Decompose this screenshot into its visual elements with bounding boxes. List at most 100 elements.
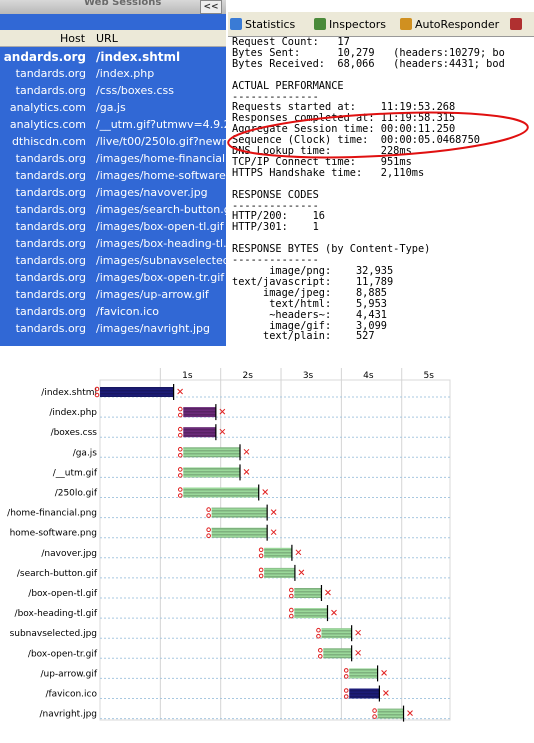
timeline-frame [99,379,451,721]
stat-line: text/html: 5,953 [232,297,387,310]
bar-stripes [183,467,240,478]
stat-line: HTTP/301: 1 [232,221,319,234]
start-marker [343,694,349,699]
close-marker [331,609,337,616]
session-row[interactable]: analytics.com /__utm.gif?utmwv=4.9.2& [0,118,226,135]
start-marker [316,633,321,639]
session-url: /live/t00/250lo.gif?newr [96,135,226,148]
stat-line: -------------- [232,254,319,267]
row-label: /search-button.gif [17,569,98,579]
x-tick-label: 3s [303,371,314,381]
bar-stripes [211,507,268,518]
inspector-panel: Statistics Inspectors AutoResponder Reques… [228,0,534,346]
session-row[interactable]: tandards.org/images/search-button.gif [0,203,226,220]
stat-line: -------------- [232,199,319,212]
stat-line: RESPONSE CODES [232,188,319,201]
close-marker [325,589,331,596]
x-tick-label: 4s [363,371,374,381]
bar-stripes [183,407,216,418]
start-marker [94,386,100,392]
session-url: /images/search-button.gif [96,203,226,216]
collapse-button[interactable]: << [200,0,222,14]
session-host: tandards.org [15,203,86,216]
session-row[interactable]: tandards.org/favicon.ico [0,305,226,322]
session-host: tandards.org [15,152,86,165]
session-host: tandards.org [15,237,86,250]
row-label: subnavselected.jpg [10,629,97,639]
close-marker [298,569,305,576]
session-row[interactable]: tandards.org/images/box-open-tr.gif [0,271,226,288]
stat-line: image/jpeg: 8,885 [232,286,387,299]
row-label: /navover.jpg [41,549,97,559]
stat-line: -------------- [232,90,319,103]
stat-line: image/png: 32,935 [232,264,394,277]
start-marker [177,487,183,492]
row-label: /box-open-tr.gif [28,649,98,659]
panel-title: Web Sessions [84,0,162,8]
stat-line: Request Count: 17 [232,36,350,48]
session-row[interactable]: tandards.org/images/home-software.pn [0,169,226,186]
row-label: home-software.png [10,529,97,539]
start-marker [94,392,100,398]
tab[interactable]: AutoResponder [400,18,499,31]
session-row[interactable]: tandards.org/images/navright.jpg [0,322,226,339]
session-url: /__utm.gif?utmwv=4.9.2& [96,118,226,131]
tab-strip: Statistics Inspectors AutoResponder [228,12,534,37]
session-row[interactable]: dthiscdn.com/live/t00/250lo.gif?newr [0,135,226,152]
session-url: /images/box-open-tr.gif [96,271,225,284]
session-host: tandards.org [15,305,86,318]
column-host[interactable]: Host [60,32,86,45]
session-host: andards.org [3,50,86,64]
close-marker [177,388,183,395]
close-marker [383,690,389,696]
start-marker [372,714,377,719]
tab[interactable]: Statistics [230,18,295,31]
bar-stripes [323,648,352,659]
start-marker [177,493,183,498]
row-label: /index.php [49,408,97,418]
bar-stripes [349,688,380,699]
start-marker [177,412,183,418]
session-url: /css/boxes.css [96,84,174,97]
session-row[interactable]: tandards.org/index.php [0,67,226,84]
session-url: /images/box-open-tl.gif [96,220,224,233]
close-marker [355,629,361,636]
bar-stripes [183,427,216,438]
start-marker [206,527,211,533]
session-host: tandards.org [15,84,86,97]
close-marker [270,529,277,536]
column-url[interactable]: URL [96,32,118,45]
tab-icon [314,18,326,30]
session-row[interactable]: tandards.org/images/box-open-tl.gif [0,220,226,237]
stat-line: image/gif: 3,099 [232,319,387,332]
bar-stripes [294,608,328,619]
session-row[interactable]: tandards.org/images/home-financial.png [0,152,226,169]
start-marker [289,587,294,593]
session-url: /images/navover.jpg [96,186,208,199]
start-marker [206,507,211,512]
start-marker [177,453,183,458]
stat-line: Sequence (Clock) time: 00:00:05.0468750 [232,134,480,147]
stat-line: Bytes Received: 68,066 (headers:4431; bo… [232,57,505,70]
close-marker [243,469,250,475]
session-url: /index.shtml [96,50,181,64]
session-row[interactable]: tandards.org/css/boxes.css [0,84,226,101]
row-label: /box-heading-tl.gif [15,609,98,619]
stat-line: ~headers~: 4,431 [232,308,387,321]
start-marker [206,513,211,518]
session-row[interactable]: tandards.org/images/navover.jpg [0,186,226,203]
statistics-text: Request Count: 17 Bytes Sent: 10,279 (hea… [232,37,505,346]
session-row[interactable]: andards.org/index.shtml [0,50,226,67]
bar-stripes [377,708,404,719]
tab[interactable]: Inspectors [314,18,386,31]
session-row[interactable]: tandards.org/images/up-arrow.gif [0,288,226,305]
start-marker [177,406,183,412]
session-row[interactable]: analytics.com/ga.js [0,101,226,118]
session-row[interactable]: tandards.org/images/box-heading-tl.gif [0,237,226,254]
start-marker [177,467,183,472]
session-url: /ga.js [96,101,126,114]
session-host: tandards.org [15,271,86,284]
session-row[interactable]: tandards.org/images/subnavselected.jp [0,254,226,271]
session-host: tandards.org [15,322,86,335]
